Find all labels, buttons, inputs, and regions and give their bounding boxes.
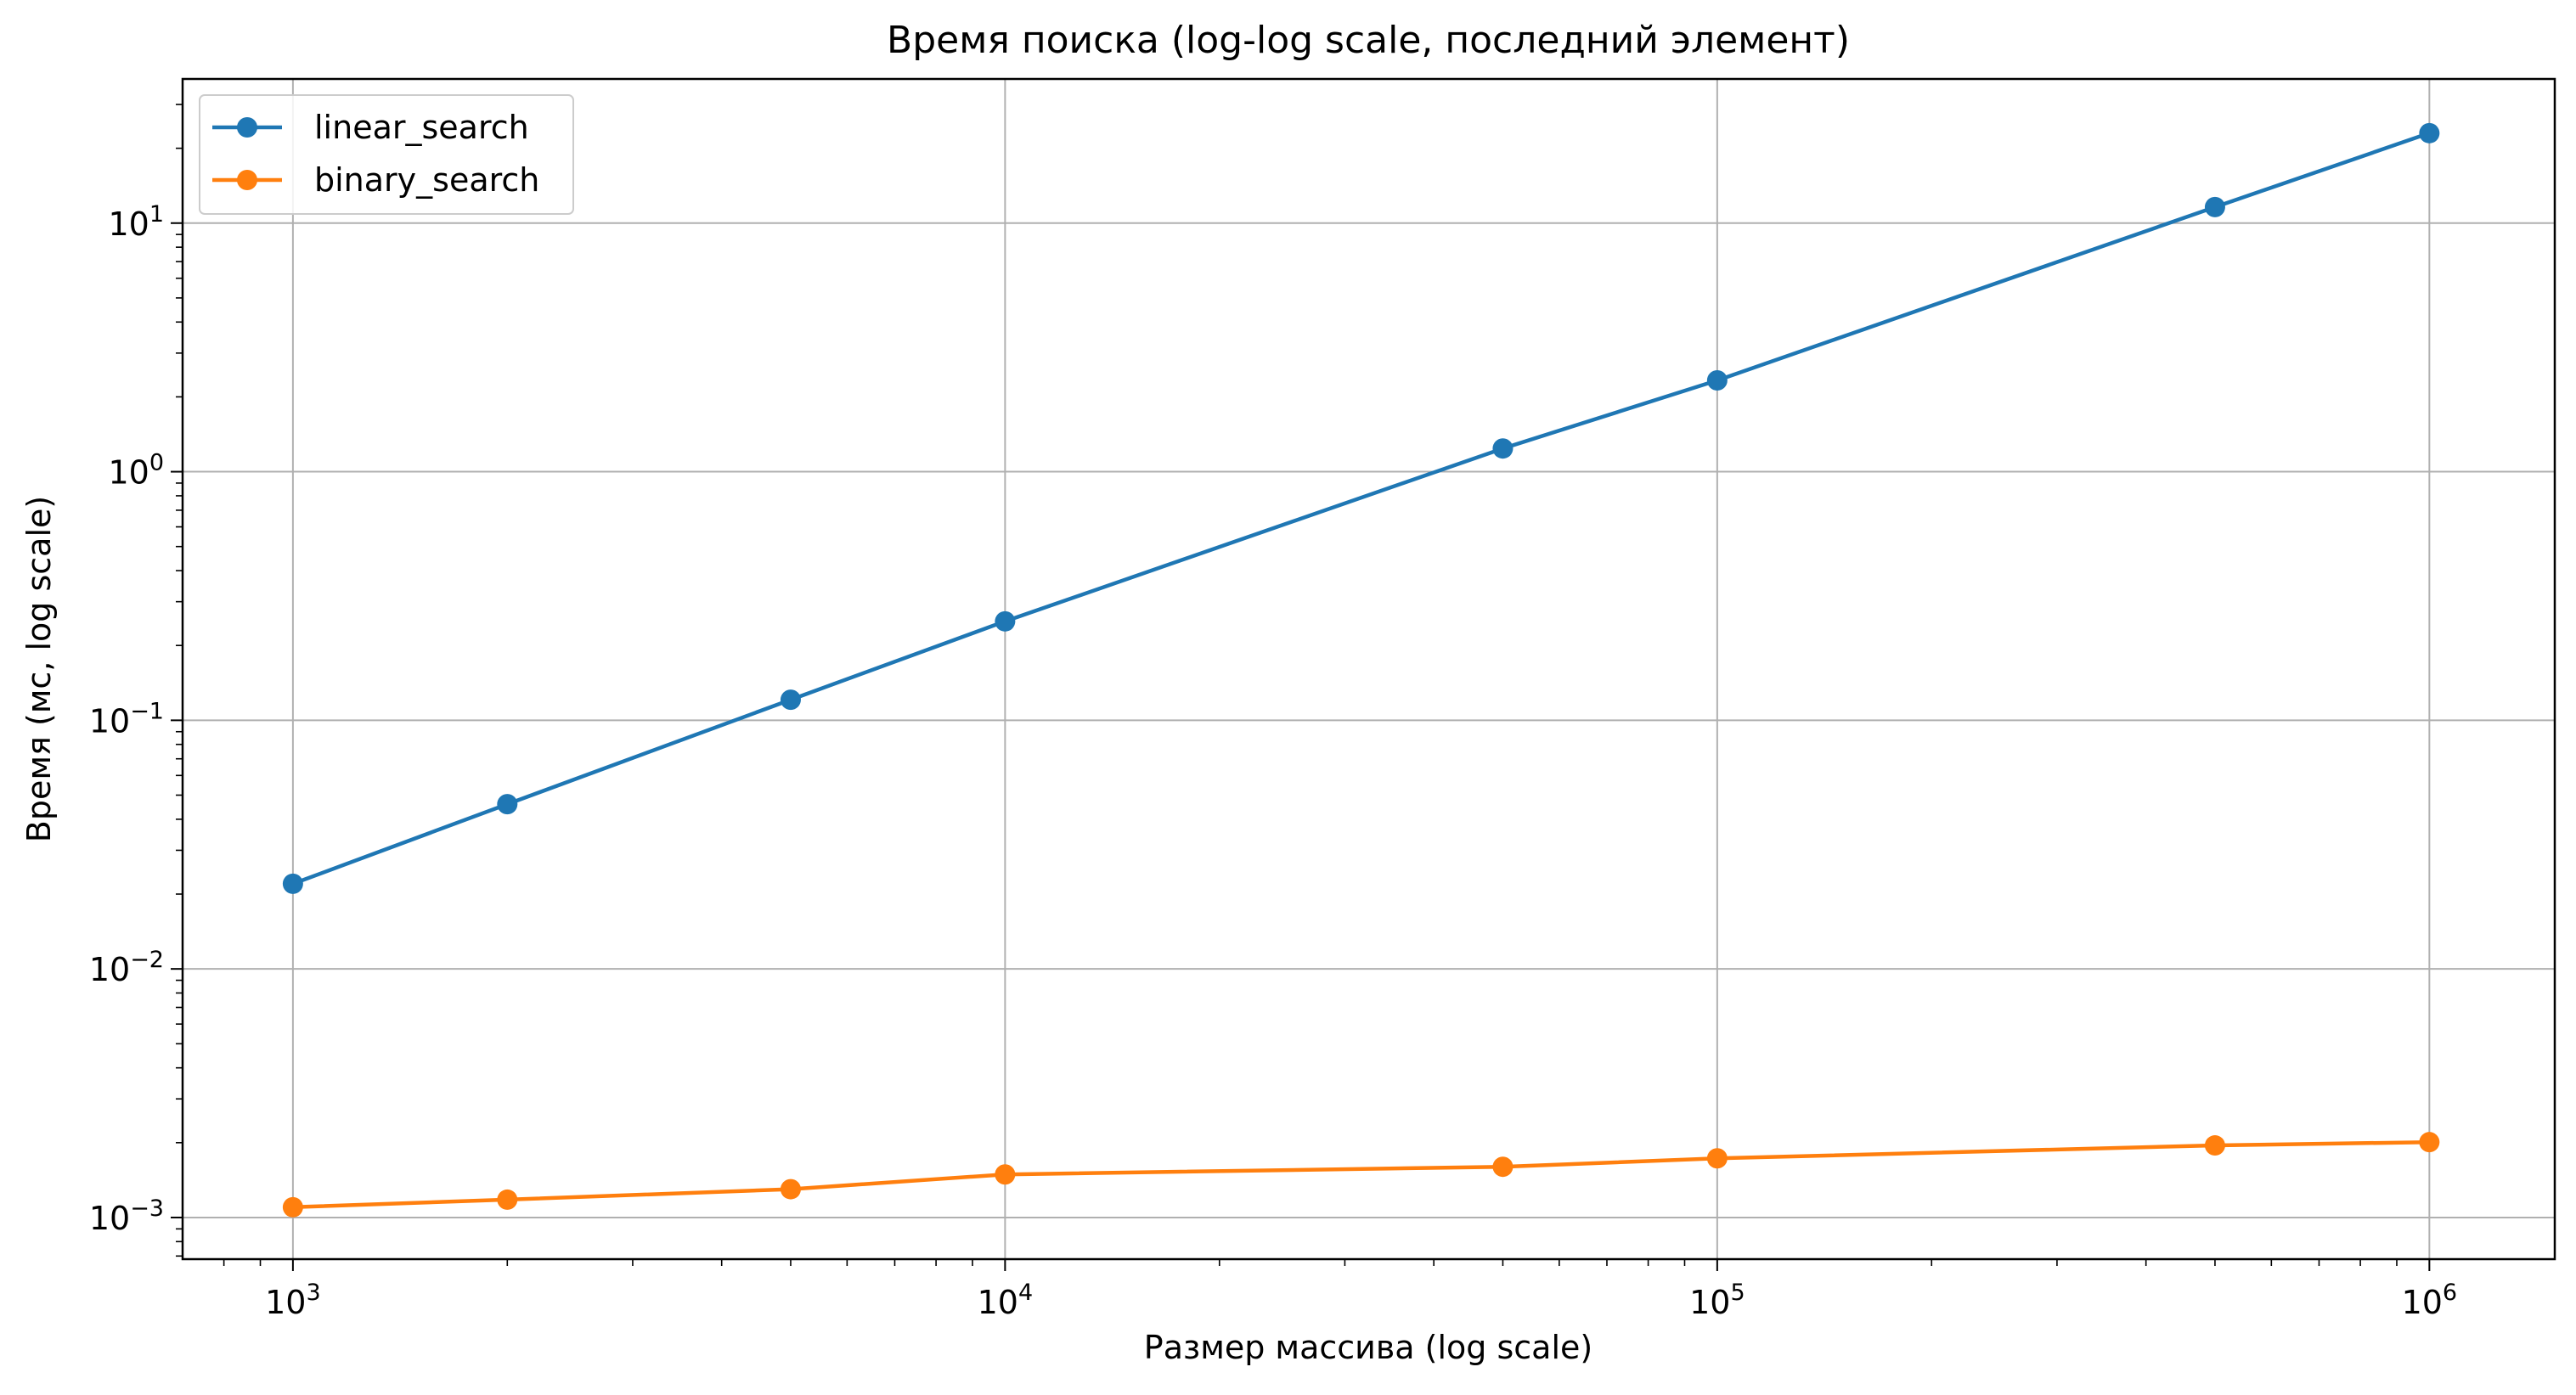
y-tick-label: 10−3 — [89, 1195, 164, 1237]
x-tick-label: 104 — [978, 1280, 1034, 1321]
data-point-linear-search — [780, 689, 801, 711]
data-point-linear-search — [282, 873, 303, 894]
minor-ticks — [176, 104, 2398, 1266]
data-point-binary-search — [282, 1196, 303, 1218]
chart-title: Время поиска (log-log scale, последний э… — [887, 19, 1850, 62]
data-point-linear-search — [995, 610, 1016, 632]
x-tick-label: 103 — [265, 1280, 321, 1321]
data-point-binary-search — [497, 1189, 518, 1210]
data-point-binary-search — [2419, 1132, 2440, 1153]
data-point-linear-search — [2204, 196, 2225, 217]
data-point-linear-search — [1706, 369, 1728, 391]
y-tick-label: 10−1 — [89, 698, 164, 740]
data-point-binary-search — [1706, 1148, 1728, 1169]
data-point-binary-search — [1492, 1156, 1513, 1178]
legend-frame — [199, 94, 574, 215]
y-tick-label: 101 — [108, 201, 164, 243]
data-point-binary-search — [995, 1164, 1016, 1185]
data-point-binary-search — [2204, 1135, 2225, 1156]
grid-layer — [183, 79, 2555, 1259]
series-line-linear-search — [292, 131, 2431, 886]
series-layer — [282, 122, 2440, 1218]
y-axis-label: Время (мс, log scale) — [20, 496, 58, 842]
x-tick-label: 105 — [1689, 1280, 1745, 1321]
x-tick-label: 106 — [2402, 1280, 2458, 1321]
y-tick-label: 10−2 — [89, 947, 164, 988]
legend-label-binary-search: binary_search — [314, 161, 539, 199]
legend: linear_search binary_search — [199, 94, 574, 215]
legend-marker-binary-search — [237, 170, 257, 190]
series-line-binary-search — [292, 1139, 2430, 1210]
plot-area-frame — [181, 77, 2556, 1261]
data-point-linear-search — [1492, 438, 1513, 459]
x-axis-label: Размер массива (log scale) — [1144, 1329, 1592, 1366]
legend-label-linear-search: linear_search — [314, 109, 529, 146]
data-point-linear-search — [2419, 122, 2440, 143]
major-ticks: 103 104 105 106 10−3 10−2 10−1 100 101 — [89, 201, 2457, 1321]
y-tick-label: 100 — [108, 450, 164, 492]
data-point-linear-search — [497, 794, 518, 815]
legend-marker-linear-search — [237, 117, 257, 138]
data-point-binary-search — [780, 1178, 801, 1200]
